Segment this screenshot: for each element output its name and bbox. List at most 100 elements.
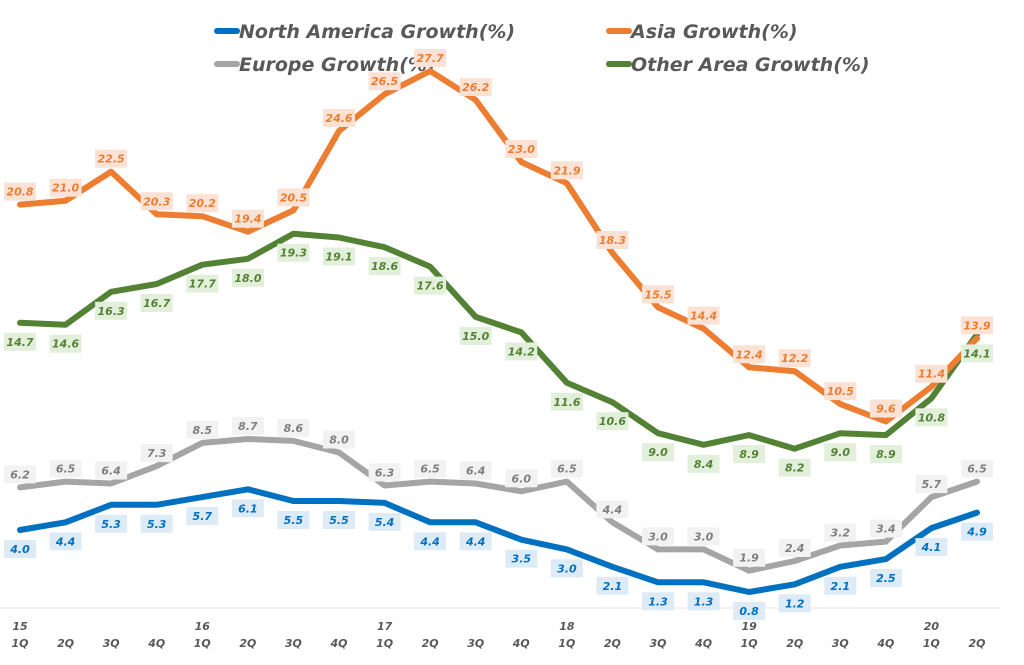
data-label-text: 1.9 [739, 552, 759, 565]
data-label-north-america: 0.8 [733, 602, 766, 620]
data-label-europe: 4.4 [596, 500, 629, 519]
data-label-north-america: 4.1 [915, 538, 948, 557]
data-label-text: 8.9 [876, 448, 896, 461]
data-label-text: 6.5 [420, 463, 440, 476]
data-label-background [778, 349, 811, 368]
data-label-background [95, 461, 128, 480]
legend-item-europe: Europe Growth(%) [214, 54, 436, 76]
data-label-text: 9.0 [831, 446, 851, 459]
data-label-background [687, 592, 720, 611]
data-label-background [140, 192, 173, 211]
data-label-europe: 6.5 [414, 459, 447, 478]
legend-item-other-area: Other Area Growth(%) [606, 54, 870, 76]
series-line-asia [17, 68, 980, 425]
data-label-text: 26.5 [371, 75, 398, 88]
data-label-north-america: 6.1 [231, 499, 264, 518]
data-label-asia: 27.7 [414, 49, 447, 67]
data-label-text: 8.2 [785, 462, 805, 475]
data-label-other-area: 18.6 [368, 257, 401, 276]
x-tick-quarter: 1Q [376, 637, 393, 650]
data-label-text: 5.5 [284, 514, 304, 527]
data-label-other-area: 17.6 [414, 276, 447, 295]
data-label-text: 5.4 [375, 516, 395, 529]
x-tick-quarter: 1Q [11, 637, 28, 650]
data-label-north-america: 4.4 [459, 532, 492, 551]
data-label-text: 22.5 [98, 153, 125, 166]
data-label-background [505, 140, 538, 158]
data-label-asia: 21.0 [49, 178, 82, 197]
data-label-background [49, 334, 82, 353]
data-label-text: 2.5 [876, 572, 896, 585]
data-label-background [414, 532, 447, 551]
data-label-background [596, 231, 629, 249]
data-label-background [414, 459, 447, 478]
data-label-asia: 15.5 [642, 285, 674, 304]
data-label-background [140, 514, 173, 533]
data-label-asia: 20.5 [277, 188, 310, 207]
data-label-north-america: 4.4 [49, 532, 82, 551]
data-label-background [778, 539, 811, 557]
data-label-background [961, 316, 993, 335]
data-label-background [915, 538, 948, 557]
data-label-background [4, 540, 36, 558]
data-label-text: 8.7 [238, 420, 258, 433]
x-tick-quarter: 2Q [422, 637, 439, 650]
data-label-north-america: 1.2 [778, 594, 811, 613]
data-label-europe: 3.0 [687, 527, 720, 546]
data-label-background [869, 519, 902, 538]
x-tick-quarter: 4Q [694, 637, 712, 650]
data-label-background [368, 257, 401, 276]
data-label-background [459, 326, 492, 345]
data-label-europe: 6.4 [95, 461, 128, 480]
data-label-text: 17.7 [189, 278, 216, 291]
data-label-text: 14.7 [6, 336, 33, 349]
legend-label-north-america: North America Growth(%) [239, 21, 515, 43]
data-label-text: 6.5 [557, 463, 577, 476]
data-label-text: 5.3 [101, 518, 121, 531]
series-line-other-area [17, 230, 980, 452]
data-label-north-america: 3.0 [550, 559, 583, 578]
data-label-europe: 6.3 [368, 463, 401, 482]
data-label-north-america: 4.9 [961, 522, 993, 541]
data-label-background [49, 532, 82, 551]
data-label-asia: 20.8 [4, 182, 36, 201]
data-label-text: 6.1 [238, 502, 258, 515]
x-tick-quarter: 4Q [512, 637, 530, 650]
data-label-background [550, 161, 583, 180]
data-label-europe: 6.2 [4, 465, 36, 484]
data-label-other-area: 14.7 [4, 332, 36, 351]
x-tick-year: 19 [741, 620, 757, 633]
data-label-text: 9.6 [876, 403, 896, 416]
data-label-background [4, 332, 36, 351]
data-label-asia: 24.6 [323, 109, 355, 127]
data-label-background [4, 182, 36, 201]
data-label-text: 11.4 [918, 368, 945, 381]
data-label-background [140, 294, 173, 312]
data-label-asia: 21.9 [550, 161, 583, 180]
data-label-text: 18.6 [371, 260, 398, 273]
data-label-background [4, 465, 36, 484]
data-label-text: 3.4 [876, 523, 896, 536]
data-label-background [95, 514, 128, 533]
data-label-text: 4.4 [602, 503, 623, 516]
x-tick-quarter: 3Q [103, 637, 120, 650]
data-label-text: 8.0 [329, 434, 349, 447]
data-label-text: 5.5 [329, 514, 349, 527]
data-label-text: 6.4 [466, 465, 486, 478]
data-label-other-area: 10.6 [596, 412, 629, 431]
data-label-north-america: 2.5 [869, 569, 902, 588]
data-label-text: 20.3 [143, 195, 170, 208]
data-label-text: 4.4 [419, 535, 440, 548]
data-label-text: 4.4 [55, 535, 76, 548]
x-tick-quarter: 3Q [649, 637, 666, 650]
data-label-background [824, 523, 857, 542]
data-label-other-area: 17.7 [186, 274, 219, 293]
data-label-background [915, 364, 948, 383]
data-label-background [368, 72, 401, 91]
data-label-text: 1.3 [648, 595, 668, 608]
legend-label-europe: Europe Growth(%) [239, 54, 436, 76]
data-label-background [323, 247, 355, 266]
series-layer [17, 68, 980, 595]
data-label-north-america: 5.3 [140, 514, 173, 533]
